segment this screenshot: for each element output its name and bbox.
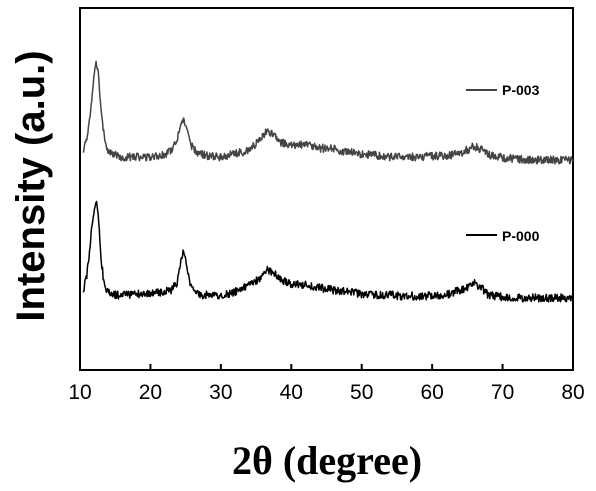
x-tick-label: 70 (491, 381, 514, 404)
x-tick-label: 80 (561, 381, 584, 404)
x-axis-label: 2θ (degree) (232, 438, 422, 483)
legend: P-003 P-000 (466, 82, 540, 244)
x-tick-label: 30 (209, 381, 232, 404)
x-tick-label: 40 (280, 381, 303, 404)
series-line (82, 200, 574, 303)
legend-label: P-003 (502, 82, 540, 98)
x-tick-label: 50 (350, 381, 373, 404)
plot-frame (79, 7, 574, 371)
x-tick-label: 60 (420, 381, 443, 404)
x-tick-label: 20 (139, 381, 162, 404)
legend-label: P-000 (502, 228, 540, 244)
traces (82, 60, 574, 303)
plot-area (79, 7, 574, 371)
y-axis-label: Intensity (a.u.) (9, 50, 53, 321)
x-ticks: 10 20 30 40 50 60 70 80 (68, 364, 585, 404)
series-line (82, 60, 574, 165)
x-tick-label: 10 (68, 381, 91, 404)
